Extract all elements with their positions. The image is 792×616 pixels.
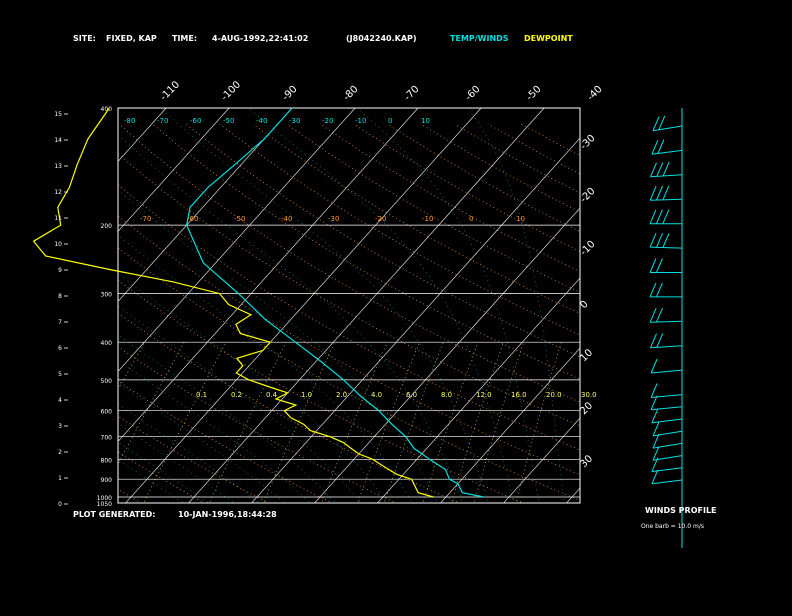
dry-adiabat-label: -30 [328,215,339,223]
dry-adiabat-label: -10 [422,215,433,223]
time-value: 4-AUG-1992,22:41:02 [212,34,308,43]
winds-title: WINDS PROFILE [645,506,717,515]
generated-value: 10-JAN-1996,18:44:28 [178,510,277,519]
mixing-ratio-label: 4.0 [371,391,382,399]
dry-adiabat-label: -70 [140,215,151,223]
height-tick-label: 0 [58,501,62,508]
height-tick-label: 14 [54,137,62,144]
moist-adiabat-label: -80 [124,117,135,125]
height-tick-label: 13 [54,163,62,170]
height-tick-label: 12 [54,189,62,196]
mixing-ratio-label: 6.0 [406,391,417,399]
mixing-ratio-label: 16.0 [511,391,527,399]
moist-adiabat-label: -30 [289,117,300,125]
mixing-ratio-label: 20.0 [546,391,562,399]
moist-adiabat-label: -60 [190,117,201,125]
height-tick-label: 4 [58,397,62,404]
mixing-ratio-label: 8.0 [441,391,452,399]
mixing-ratio-label: 0.1 [196,391,207,399]
dry-adiabat-label: -20 [375,215,386,223]
pressure-tick-label: 300 [101,292,113,299]
moist-adiabat-label: -70 [157,117,168,125]
moist-adiabat-label: -20 [322,117,333,125]
pressure-tick-label: 200 [101,223,113,230]
height-tick-label: 1 [58,475,62,482]
mixing-ratio-label: 0.4 [266,391,278,399]
height-tick-label: 8 [58,293,62,300]
height-tick-label: 10 [54,241,62,248]
height-tick-label: 6 [58,345,62,352]
height-tick-label: 3 [58,423,62,430]
pressure-tick-label: 400 [101,340,113,347]
legend-temp: TEMP/WINDS [450,34,509,43]
site-value: FIXED, KAP [106,34,157,43]
winds-note: One barb = 10.0 m/s [641,523,704,530]
dry-adiabat-label: 0 [469,215,473,223]
dry-adiabat-label: -40 [281,215,292,223]
height-tick-label: 15 [54,111,62,118]
moist-adiabat-label: -40 [256,117,267,125]
moist-adiabat-label: 0 [388,117,392,125]
height-tick-label: 11 [54,215,62,222]
height-tick-label: 7 [58,319,62,326]
height-tick-label: 5 [58,371,62,378]
file-id: (J8042240.KAP) [346,34,417,43]
site-label: SITE: [73,34,96,43]
generated-label: PLOT GENERATED: [73,510,155,519]
legend-dewpoint: DEWPOINT [524,34,573,43]
mixing-ratio-label: 0.2 [231,391,242,399]
moist-adiabat-label: 10 [421,117,430,125]
pressure-tick-label: 900 [101,477,113,484]
dry-adiabat-label: -50 [234,215,245,223]
pressure-tick-label: 500 [101,378,113,385]
mixing-ratio-label: 30.0 [581,391,597,399]
height-tick-label: 9 [58,267,62,274]
moist-adiabat-label: -50 [223,117,234,125]
mixing-ratio-label: 12.0 [476,391,492,399]
pressure-tick-label: 700 [101,435,113,442]
moist-adiabat-label: -10 [355,117,366,125]
time-label: TIME: [172,34,197,43]
pressure-tick-label: 800 [101,457,113,464]
mixing-ratio-label: 2.0 [336,391,347,399]
pressure-tick-label: 1050 [97,501,112,508]
pressure-tick-label: 600 [101,409,113,416]
mixing-ratio-label: 1.0 [301,391,312,399]
height-tick-label: 2 [58,449,62,456]
dry-adiabat-label: 10 [516,215,525,223]
